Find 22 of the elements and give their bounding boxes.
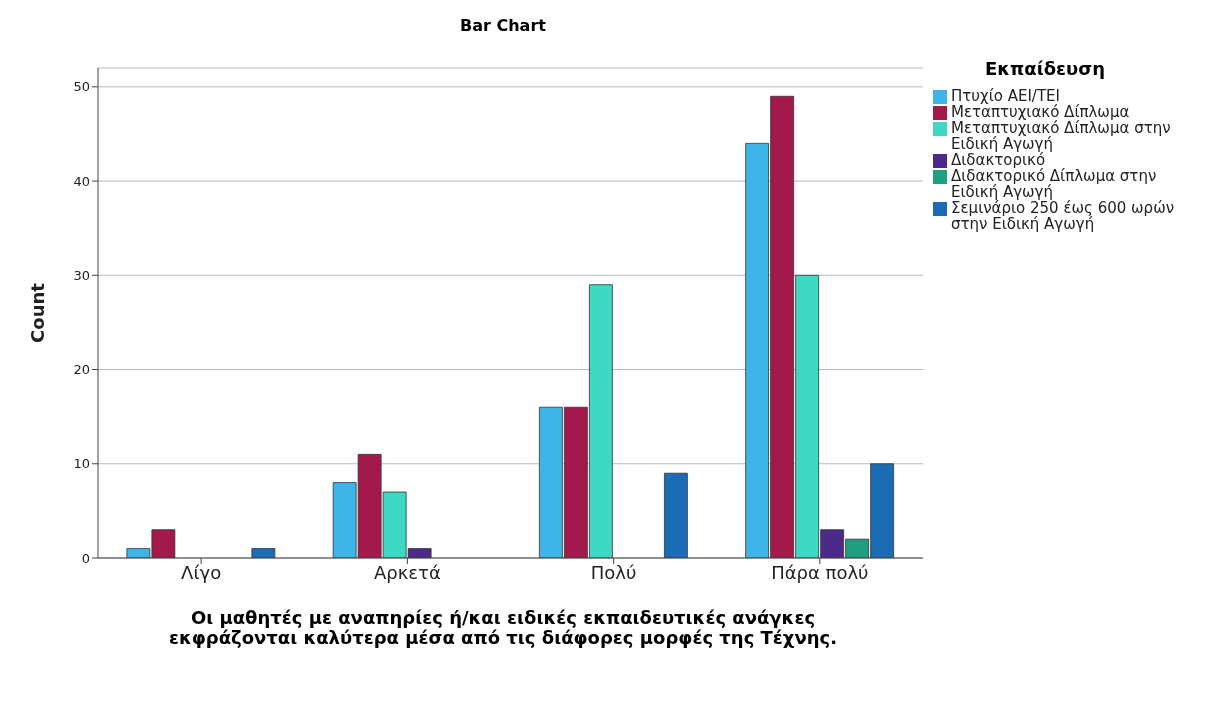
y-tick-label: 10 [73, 456, 90, 472]
y-tick-label: 20 [73, 362, 90, 378]
y-tick-label: 40 [73, 173, 90, 189]
legend-title: Εκπαίδευση [985, 58, 1106, 79]
bar [663, 472, 688, 558]
x-tick-label: Λίγο [181, 561, 222, 583]
legend-label: Μεταπτυχιακό Δίπλωμα [951, 103, 1131, 121]
legend-label: Πτυχίο ΑΕΙ/ΤΕΙ [951, 87, 1061, 105]
legend-label: Διδακτορικό [951, 151, 1046, 169]
y-axis-title: Count [27, 282, 49, 343]
legend-label: Μεταπτυχιακό Δίπλωμα στην Ειδική Αγωγή [951, 119, 1172, 153]
y-tick-label: 30 [73, 267, 90, 283]
chart-title: Bar Chart [459, 16, 547, 35]
legend-label: Διδακτορικό Δίπλωμα στην Ειδική Αγωγή [951, 167, 1157, 201]
legend-label: Σεμινάριο 250 έως 600 ωρών στην Ειδική Αγωγή [951, 199, 1176, 233]
y-tick-label: 0 [81, 550, 90, 566]
x-tick-label: Αρκετά [373, 561, 441, 583]
x-tick-label: Πάρα πολύ [771, 561, 869, 583]
bar [251, 548, 276, 558]
x-tick-label: Πολύ [590, 561, 637, 583]
x-axis-title: Οι μαθητές με αναπηρίες ή/και ειδικές εκπαιδευτικές ανάγκες εκφράζονται καλύτερα μέσα από τις διάφορες μορφές της Τέχνης. [167, 607, 839, 648]
y-tick-label: 50 [73, 79, 90, 95]
